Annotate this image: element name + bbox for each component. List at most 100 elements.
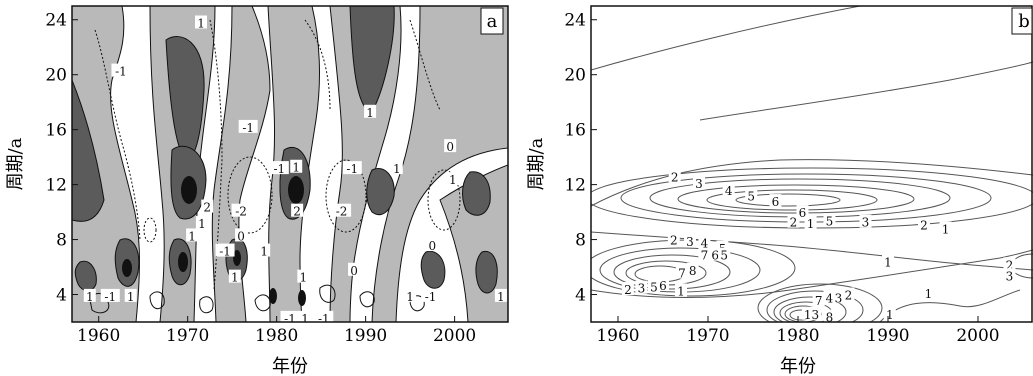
panel-tag-label-b: b xyxy=(1018,11,1030,32)
contour-label-bg-b xyxy=(1003,268,1016,282)
noise-contour xyxy=(254,294,271,312)
noise-contour xyxy=(319,284,336,303)
contour-label-bg-b xyxy=(675,265,688,279)
plot-area-b: 23456621532123457657823561123174321381 xyxy=(591,6,1033,322)
contour-line xyxy=(591,159,1033,207)
contour-label-a: -1 xyxy=(318,312,330,326)
contour-label-b: 4 xyxy=(701,236,709,250)
panel-tag-a: a xyxy=(480,7,504,35)
peak-region xyxy=(298,290,306,306)
contour-line xyxy=(879,289,1021,322)
contour-label-a: 1 xyxy=(86,290,94,304)
contour-label-bg-a xyxy=(100,288,120,302)
contour-label-b: 6 xyxy=(799,206,807,220)
y-tick-label-b: 12 xyxy=(564,176,586,196)
contour-label-b: 5 xyxy=(650,280,658,294)
y-tick-label-a: 12 xyxy=(45,176,67,196)
contour-label-a: 0 xyxy=(350,264,358,278)
plot-bg-b xyxy=(591,6,1033,322)
contour-label-bg-b xyxy=(882,254,894,268)
contour-label-bg-b xyxy=(804,216,817,230)
contour-label-bg-b xyxy=(842,287,855,301)
peak-region xyxy=(181,176,197,204)
contour-label-b: 13 xyxy=(804,308,819,322)
contour-label-bg-a xyxy=(390,161,403,175)
contour-label-a: 1 xyxy=(366,106,374,120)
neg-contour xyxy=(209,19,223,291)
contour-label-b: 3 xyxy=(686,235,694,249)
contour-label-bg-b xyxy=(922,286,935,300)
y-tick-label-a: 4 xyxy=(56,286,67,306)
contour-label-bg-b xyxy=(667,232,680,246)
contour-label-b: 2 xyxy=(670,234,678,248)
contour-label-bg-b xyxy=(621,282,634,296)
contour-label-bg-b xyxy=(698,235,711,249)
y-tick-label-a: 24 xyxy=(45,11,67,31)
contour-label-bg-b xyxy=(657,277,669,291)
contour-line xyxy=(757,283,883,322)
noise-contour xyxy=(149,291,165,310)
contour-label-bg-a xyxy=(111,63,131,77)
contour-label-bg-a xyxy=(348,262,361,276)
contour-line xyxy=(706,189,878,211)
contour-label-bg-a xyxy=(280,310,300,322)
panel-b: 23456621532123457657823561123174321381 1… xyxy=(526,5,1033,376)
peak-region xyxy=(269,288,277,304)
contour-label-a: 1 xyxy=(449,173,457,187)
x-axis-label-a: 年份 xyxy=(272,356,308,376)
contour-label-a: 1 xyxy=(393,162,401,176)
contour-label-a: -1 xyxy=(346,162,358,176)
contour-label-bg-b xyxy=(823,309,836,322)
contour-label-bg-b xyxy=(859,214,872,228)
core-region xyxy=(366,168,395,216)
y-tick-label-b: 16 xyxy=(564,121,586,141)
contour-label-b: 2 xyxy=(845,289,853,303)
contour-label-b: 8 xyxy=(689,264,697,278)
noise-contour xyxy=(359,291,375,308)
contour-label-a: 2 xyxy=(203,201,211,215)
contour-label-b: 5 xyxy=(826,214,834,228)
peak-region xyxy=(178,252,188,272)
core-region xyxy=(420,250,446,289)
contour-label-a: 1 xyxy=(198,217,206,231)
contour-label-bg-a xyxy=(83,288,96,302)
peak-regions-a xyxy=(122,176,306,306)
contour-label-bg-a xyxy=(228,269,241,283)
contour-label-a: 1 xyxy=(188,229,196,243)
contour-label-a: -2 xyxy=(336,205,348,219)
x-tick-label-b: 1980 xyxy=(776,326,819,346)
y-tick-label-b: 20 xyxy=(564,66,586,86)
contour-label-b: 4 xyxy=(725,184,733,198)
contour-label-b: 6 xyxy=(659,279,667,293)
contour-label-bg-a xyxy=(299,310,312,322)
contour-label-bg-b xyxy=(1003,257,1016,271)
contour-label-bg-a xyxy=(297,269,310,283)
y-tick-label-b: 8 xyxy=(575,231,586,251)
neg-contour xyxy=(304,19,331,111)
contour-label-bg-a xyxy=(404,288,417,302)
contour-label-b: 5 xyxy=(747,190,755,204)
contour-label-bg-a xyxy=(444,139,457,153)
contour-label-b: 2 xyxy=(671,170,679,184)
contour-line xyxy=(766,290,864,322)
contour-label-b: 7 xyxy=(678,267,686,281)
contour-label-bg-a xyxy=(235,228,248,242)
x-tick-label-b: 1970 xyxy=(686,326,729,346)
contour-label-bg-b xyxy=(675,283,687,297)
contour-label-bg-b xyxy=(812,293,825,307)
noise-contour xyxy=(199,296,214,314)
contour-line xyxy=(613,254,731,290)
peak-region xyxy=(122,259,132,277)
contour-label-b: 1 xyxy=(886,308,894,322)
plot-frame-a xyxy=(71,5,509,323)
contour-label-a: 1 xyxy=(301,312,309,326)
contour-label-bg-b xyxy=(823,213,836,227)
contour-line xyxy=(591,231,1033,271)
x-tick-label-b: 1990 xyxy=(866,326,909,346)
y-axis-label-a: 周期/a xyxy=(5,137,26,190)
contour-label-bg-b xyxy=(883,306,896,320)
neg-contour xyxy=(227,156,273,234)
peak-region xyxy=(288,176,304,204)
